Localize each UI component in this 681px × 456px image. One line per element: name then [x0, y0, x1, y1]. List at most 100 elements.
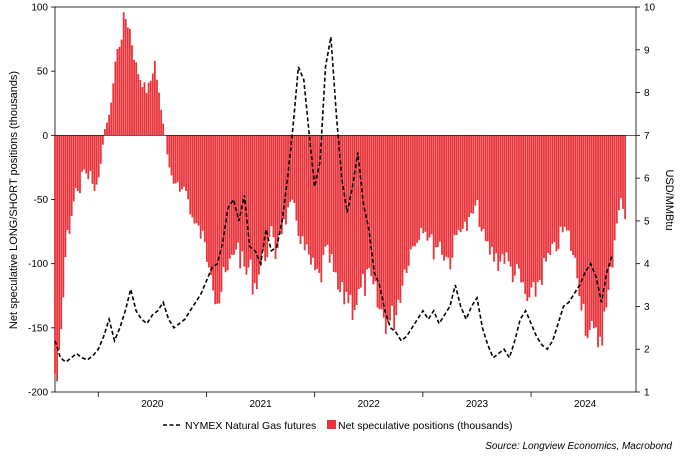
net-position-bar	[212, 135, 215, 291]
net-position-bar	[507, 135, 510, 262]
net-position-bar	[528, 135, 531, 298]
net-position-bar	[170, 135, 173, 176]
right-tick-label: 9	[644, 45, 650, 56]
net-position-bar	[241, 135, 244, 252]
net-position-bar	[70, 135, 73, 217]
net-position-bar	[380, 135, 383, 310]
net-position-bar	[470, 135, 473, 213]
net-position-bar	[87, 135, 90, 180]
net-position-bar	[532, 135, 535, 282]
net-position-bar	[172, 135, 175, 184]
net-position-bar	[503, 135, 506, 264]
net-position-bar	[66, 135, 69, 230]
net-position-bar	[441, 135, 443, 255]
net-position-bar	[611, 135, 614, 268]
net-position-bar	[439, 135, 441, 242]
legend-label-net-positions: Net speculative positions (thousands)	[338, 420, 513, 432]
net-position-bar	[118, 46, 121, 136]
net-position-bar	[272, 135, 275, 238]
net-position-bar	[307, 135, 310, 255]
net-position-bar	[613, 135, 616, 241]
net-position-bar	[493, 135, 495, 262]
net-position-bar	[226, 135, 229, 271]
net-position-bar	[216, 135, 219, 304]
net-position-bar	[453, 135, 456, 236]
right-tick-label: 3	[644, 302, 650, 313]
net-position-bar	[595, 135, 597, 328]
net-position-bar	[499, 135, 502, 262]
net-position-bar	[268, 135, 271, 237]
net-position-bar	[590, 135, 593, 321]
net-position-bar	[607, 135, 610, 291]
net-position-bar	[264, 135, 267, 262]
legend-square-marker	[327, 420, 336, 429]
net-position-bar	[597, 135, 599, 348]
net-position-bar	[74, 135, 77, 189]
net-position-bar	[409, 135, 412, 250]
net-position-bar	[139, 80, 142, 136]
net-position-bar	[316, 135, 319, 269]
net-position-bar	[293, 135, 296, 203]
net-position-bar	[509, 135, 512, 267]
right-tick-label: 4	[644, 259, 650, 270]
net-position-bar	[285, 135, 287, 225]
net-position-bar	[372, 135, 375, 285]
net-position-bar	[318, 135, 321, 274]
net-position-bar	[580, 135, 583, 311]
net-position-bar	[617, 135, 620, 211]
left-tick-label: -50	[34, 195, 49, 206]
net-position-bar	[599, 135, 602, 337]
net-position-bar	[430, 135, 433, 235]
net-position-bar	[605, 135, 608, 308]
net-position-bar	[56, 135, 58, 382]
net-position-bar	[230, 135, 233, 255]
net-position-bar	[312, 135, 314, 258]
net-position-bar	[262, 135, 264, 251]
net-position-bar	[166, 135, 169, 155]
x-axis: 2020 2021 2022 2023 2024	[97, 392, 597, 410]
net-position-bar	[424, 135, 427, 232]
net-position-bar	[382, 135, 385, 318]
net-position-bar	[468, 135, 470, 217]
net-position-bar	[137, 74, 140, 136]
net-position-bar	[393, 135, 396, 330]
right-tick-label: 1	[644, 388, 650, 399]
net-position-bar	[355, 135, 358, 305]
net-position-bar	[345, 135, 348, 292]
net-position-bar	[220, 135, 223, 292]
net-position-bar	[443, 135, 445, 261]
net-position-bar	[530, 135, 533, 288]
net-position-bar	[178, 135, 181, 192]
net-position-bar	[526, 135, 529, 302]
right-axis-title: USD/MMBtu	[663, 169, 675, 230]
net-position-bar	[324, 135, 327, 247]
net-position-bar	[99, 135, 102, 164]
net-position-bar	[422, 135, 425, 234]
net-position-bar	[160, 109, 163, 136]
net-position-bar	[320, 135, 323, 283]
right-tick-label: 5	[644, 216, 650, 227]
net-position-bar	[95, 135, 98, 185]
net-position-bar	[210, 135, 212, 276]
net-position-bar	[520, 135, 522, 283]
net-position-bar	[397, 135, 400, 300]
legend: NYMEX Natural Gas futures Net speculativ…	[163, 420, 513, 432]
net-position-bar	[461, 135, 464, 229]
net-position-bar	[376, 135, 379, 308]
net-position-bar	[403, 135, 406, 270]
net-position-bar	[143, 82, 146, 136]
x-tick-label: 2023	[466, 399, 489, 410]
left-tick-label: -200	[28, 388, 48, 399]
net-position-bar	[484, 135, 487, 242]
net-position-bar	[426, 135, 429, 241]
net-position-bar	[574, 135, 577, 258]
net-position-bar	[570, 135, 572, 251]
net-position-bar	[522, 135, 525, 283]
right-y-axis: 10 9 8 7 6 5 4 3 2 1	[636, 3, 656, 399]
net-position-bar	[191, 135, 194, 218]
net-position-bar	[451, 135, 454, 258]
net-position-bar	[353, 135, 356, 311]
net-position-bar	[108, 114, 110, 136]
net-position-bar	[260, 135, 262, 266]
net-position-bar	[54, 135, 56, 374]
